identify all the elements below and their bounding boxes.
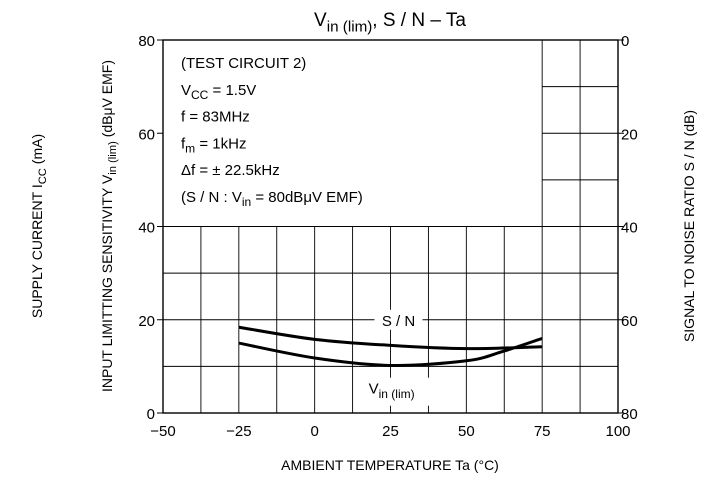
condition-line: fm = 1kHz xyxy=(181,135,246,155)
series-label-sn: S / N xyxy=(382,313,415,330)
series-label-bg xyxy=(374,309,423,330)
series-group: S / N Vin (lim) xyxy=(238,309,543,406)
test-conditions: (TEST CIRCUIT 2) VCC = 1.5V f = 83MHz fm = … xyxy=(181,55,363,209)
tick-labels: −50 −25 0 25 50 75 100 0 20 40 60 80 0 20 40 60 80 xyxy=(138,33,637,440)
y-axis-label-input-sensitivity: INPUT LIMITTING SENSITIVITY Vin (lim) (d… xyxy=(99,60,119,392)
x-tick-label: 0 xyxy=(310,423,318,440)
y-left-tick-label: 40 xyxy=(138,220,155,237)
y-axis-label-signal-to-noise: SIGNAL TO NOISE RATIO S / N (dB) xyxy=(681,110,697,342)
y-left-tick-label: 20 xyxy=(138,313,155,330)
x-tick-label: −25 xyxy=(226,423,251,440)
y-axis-label-supply-current: SUPPLY CURRENT ICC (mA) xyxy=(29,134,49,318)
plot-frame xyxy=(157,39,624,414)
y-right-tick-label: 60 xyxy=(621,313,638,330)
condition-line: f = 83MHz xyxy=(181,109,250,126)
y-left-tick-label: 80 xyxy=(138,33,155,50)
y-right-tick-label: 40 xyxy=(621,220,638,237)
x-tick-label: 25 xyxy=(382,423,399,440)
series-label-vin: Vin (lim) xyxy=(369,381,415,401)
axis-labels: Vin (lim), S / N – Ta AMBIENT TEMPERATURE… xyxy=(29,10,697,473)
condition-line: VCC = 1.5V xyxy=(181,82,256,102)
y-right-tick-label: 0 xyxy=(621,33,629,50)
x-tick-label: −50 xyxy=(150,423,175,440)
chart-title: Vin (lim), S / N – Ta xyxy=(314,10,466,35)
series-line-vin xyxy=(238,336,543,367)
y-right-tick-label: 80 xyxy=(621,406,638,423)
series-line-sn xyxy=(238,325,543,351)
condition-line: (S / N : Vin = 80dBμV EMF) xyxy=(181,189,363,209)
y-left-tick-label: 0 xyxy=(147,406,155,423)
series-label-bg xyxy=(364,377,465,406)
x-axis-label: AMBIENT TEMPERATURE Ta (°C) xyxy=(281,457,499,473)
x-tick-label: 50 xyxy=(458,423,475,440)
condition-line: Δf = ± 22.5kHz xyxy=(181,162,280,179)
x-tick-label: 100 xyxy=(605,423,630,440)
y-left-tick-label: 60 xyxy=(138,126,155,143)
y-right-tick-label: 20 xyxy=(621,126,638,143)
x-tick-label: 75 xyxy=(534,423,551,440)
condition-line: (TEST CIRCUIT 2) xyxy=(181,55,306,72)
